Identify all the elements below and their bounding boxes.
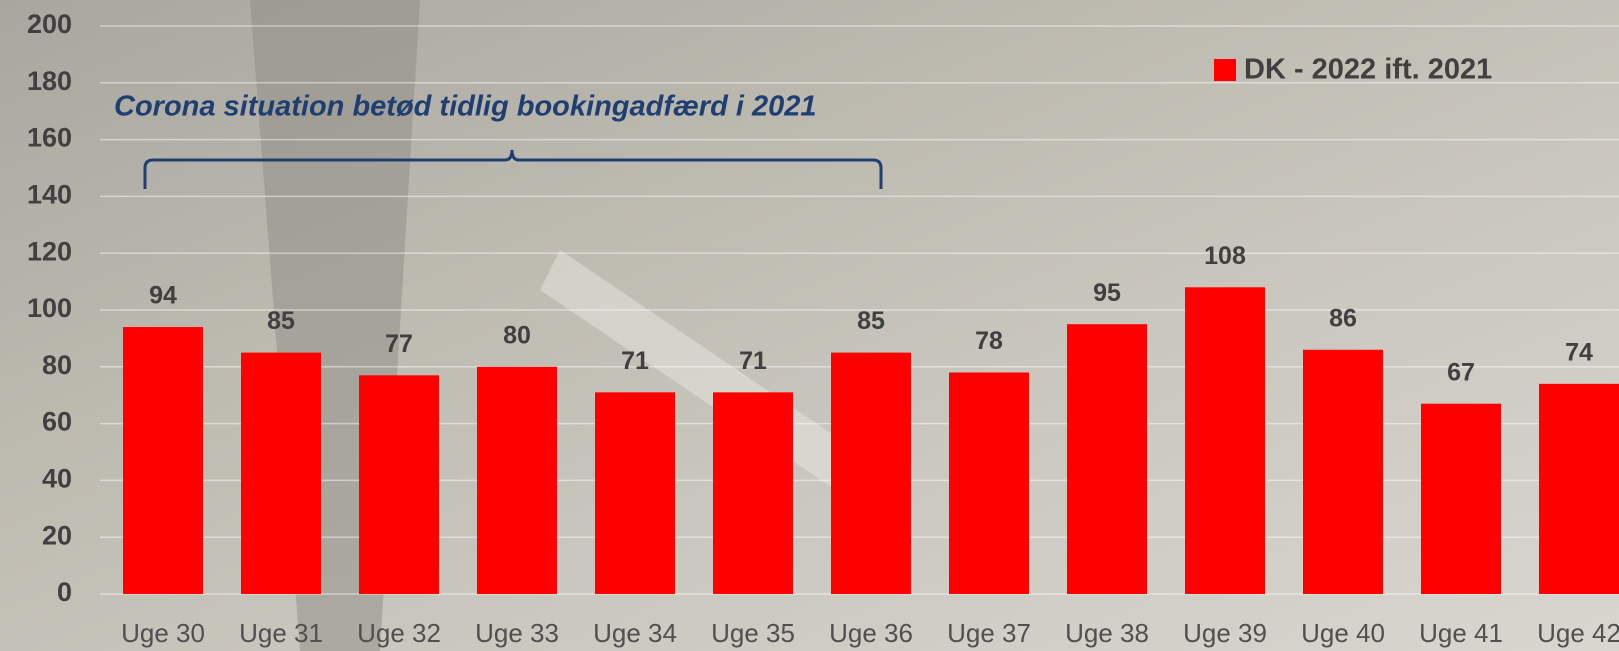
x-tick-label: Uge 40 <box>1301 618 1385 648</box>
x-tick-label: Uge 37 <box>947 618 1031 648</box>
data-label: 94 <box>149 282 177 310</box>
data-label: 86 <box>1329 304 1357 332</box>
y-tick-label: 200 <box>27 9 72 39</box>
x-tick-label: Uge 36 <box>829 618 913 648</box>
bar <box>241 353 321 594</box>
chart: Corona situation betød tidlig bookingadf… <box>0 0 1619 651</box>
x-tick-label: Uge 41 <box>1419 618 1503 648</box>
data-label: 78 <box>975 327 1003 355</box>
y-tick-label: 20 <box>42 520 72 550</box>
y-tick-label: 160 <box>27 123 72 153</box>
y-tick-label: 180 <box>27 66 72 96</box>
bar <box>831 353 911 594</box>
bar <box>1539 384 1619 594</box>
data-label: 77 <box>385 330 413 358</box>
x-tick-label: Uge 38 <box>1065 618 1149 648</box>
bar <box>1185 287 1265 594</box>
y-tick-label: 80 <box>42 350 72 380</box>
y-tick-label: 140 <box>27 180 72 210</box>
x-tick-label: Uge 30 <box>121 618 205 648</box>
data-label: 95 <box>1093 279 1121 307</box>
x-tick-label: Uge 33 <box>475 618 559 648</box>
y-tick-label: 120 <box>27 236 72 266</box>
x-tick-label: Uge 39 <box>1183 618 1267 648</box>
legend-swatch <box>1214 59 1236 81</box>
data-label: 74 <box>1565 338 1593 366</box>
x-tick-label: Uge 35 <box>711 618 795 648</box>
data-label: 80 <box>503 321 531 349</box>
data-label: 71 <box>739 347 767 375</box>
bar <box>1303 350 1383 594</box>
y-tick-label: 60 <box>42 407 72 437</box>
data-label: 85 <box>857 307 885 335</box>
bar <box>1421 404 1501 594</box>
x-tick-label: Uge 32 <box>357 618 441 648</box>
bar <box>123 327 203 594</box>
bar <box>359 375 439 594</box>
annotation: Corona situation betød tidlig bookingadf… <box>114 91 816 123</box>
data-label: 71 <box>621 347 649 375</box>
legend-label: DK - 2022 ift. 2021 <box>1244 54 1492 86</box>
bar <box>713 392 793 594</box>
x-tick-label: Uge 31 <box>239 618 323 648</box>
x-tick-label: Uge 42 <box>1537 618 1619 648</box>
bar <box>595 392 675 594</box>
bar <box>1067 324 1147 594</box>
data-label: 108 <box>1204 242 1246 270</box>
y-tick-label: 40 <box>42 464 72 494</box>
data-label: 85 <box>267 307 295 335</box>
y-tick-label: 100 <box>27 293 72 323</box>
bar <box>949 372 1029 594</box>
bar <box>477 367 557 594</box>
data-label: 67 <box>1447 358 1475 386</box>
x-tick-label: Uge 34 <box>593 618 677 648</box>
y-tick-label: 0 <box>57 577 72 607</box>
